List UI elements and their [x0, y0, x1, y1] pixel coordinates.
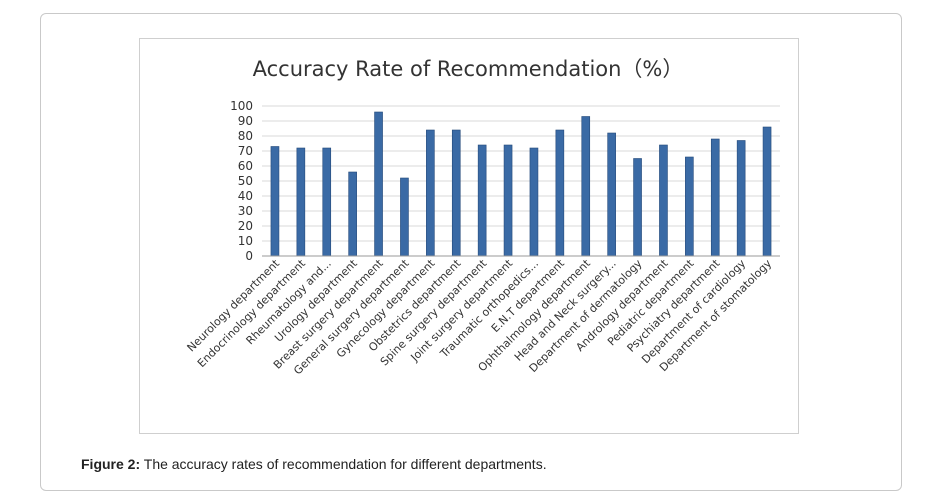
bar — [296, 147, 306, 257]
bar — [477, 144, 487, 257]
bar — [503, 144, 513, 257]
y-tick-label: 60 — [238, 159, 253, 173]
bar — [581, 116, 591, 257]
y-tick-label: 50 — [238, 174, 253, 188]
y-tick-label: 90 — [238, 114, 253, 128]
bar — [736, 140, 746, 257]
bar — [270, 146, 280, 257]
bar — [659, 144, 668, 257]
bar — [348, 171, 357, 257]
bar — [529, 147, 539, 257]
y-tick-label: 30 — [238, 204, 253, 218]
bar — [374, 111, 383, 257]
bar — [685, 156, 694, 257]
bar — [322, 147, 332, 257]
bar — [607, 132, 616, 257]
bar — [400, 177, 409, 257]
bars — [270, 111, 772, 257]
y-tick-label: 70 — [238, 144, 253, 158]
y-tick-label: 80 — [238, 129, 253, 143]
gridlines — [262, 105, 780, 242]
caption-text: The accuracy rates of recommendation for… — [140, 456, 547, 472]
bar — [633, 158, 642, 257]
bar — [426, 129, 435, 257]
figure-caption: Figure 2: The accuracy rates of recommen… — [81, 456, 547, 472]
caption-label: Figure 2: — [81, 456, 141, 472]
y-tick-label: 40 — [238, 189, 253, 203]
bar — [451, 129, 461, 257]
chart-title: Accuracy Rate of Recommendation（%） — [253, 57, 684, 81]
y-tick-label: 100 — [230, 99, 253, 113]
bar — [762, 126, 772, 257]
y-tick-label: 10 — [238, 234, 253, 248]
bar — [710, 138, 720, 257]
y-tick-label: 20 — [238, 219, 253, 233]
y-tick-label: 0 — [245, 249, 253, 263]
bar — [555, 129, 565, 257]
